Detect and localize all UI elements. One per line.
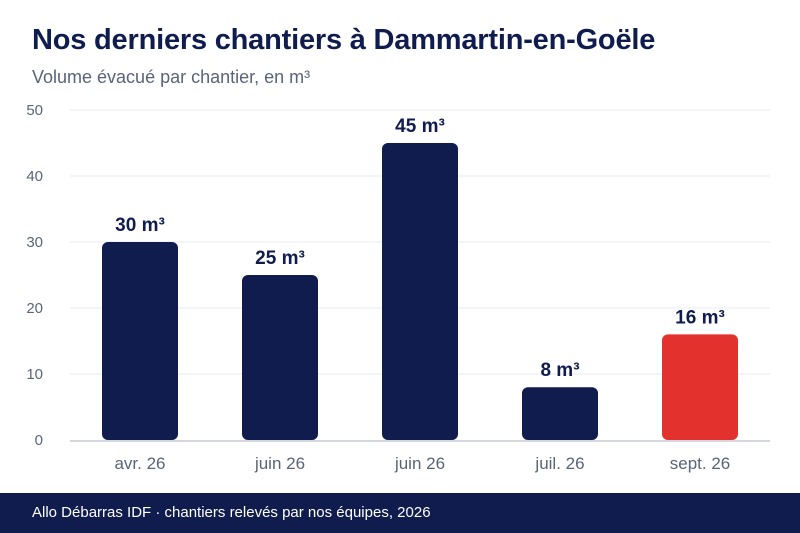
x-tick-label: avr. 26 bbox=[114, 454, 165, 473]
y-tick-label: 50 bbox=[26, 102, 43, 119]
bar bbox=[102, 242, 178, 440]
x-tick-label: sept. 26 bbox=[670, 454, 731, 473]
bar-value-label: 16 m³ bbox=[675, 307, 725, 328]
bar bbox=[242, 275, 318, 440]
bar-value-label: 45 m³ bbox=[395, 116, 445, 137]
bar-chart: 0 10 20 30 40 50 30 m³ avr. 26 25 m³ juin 26 45 m³… bbox=[26, 102, 770, 473]
y-tick-label: 40 bbox=[26, 168, 43, 185]
bar bbox=[522, 387, 598, 440]
chart-subtitle: Volume évacué par chantier, en m³ bbox=[32, 67, 311, 87]
bar-value-label: 25 m³ bbox=[255, 248, 305, 269]
bar-value-label: 30 m³ bbox=[115, 215, 165, 236]
bar bbox=[382, 143, 458, 440]
y-tick-label: 0 bbox=[35, 432, 43, 449]
y-tick-label: 20 bbox=[26, 300, 43, 317]
x-tick-label: juin 26 bbox=[394, 454, 445, 473]
y-tick-label: 30 bbox=[26, 234, 43, 251]
chart-title: Nos derniers chantiers à Dammartin-en-Go… bbox=[32, 24, 656, 56]
y-tick-label: 10 bbox=[26, 366, 43, 383]
footer-source-text: Allo Débarras IDF · chantiers relevés pa… bbox=[32, 504, 431, 521]
bar bbox=[662, 334, 738, 440]
x-tick-label: juin 26 bbox=[254, 454, 305, 473]
bar-value-label: 8 m³ bbox=[540, 360, 579, 381]
footer-bar: Allo Débarras IDF · chantiers relevés pa… bbox=[0, 493, 800, 533]
x-tick-label: juil. 26 bbox=[534, 454, 584, 473]
